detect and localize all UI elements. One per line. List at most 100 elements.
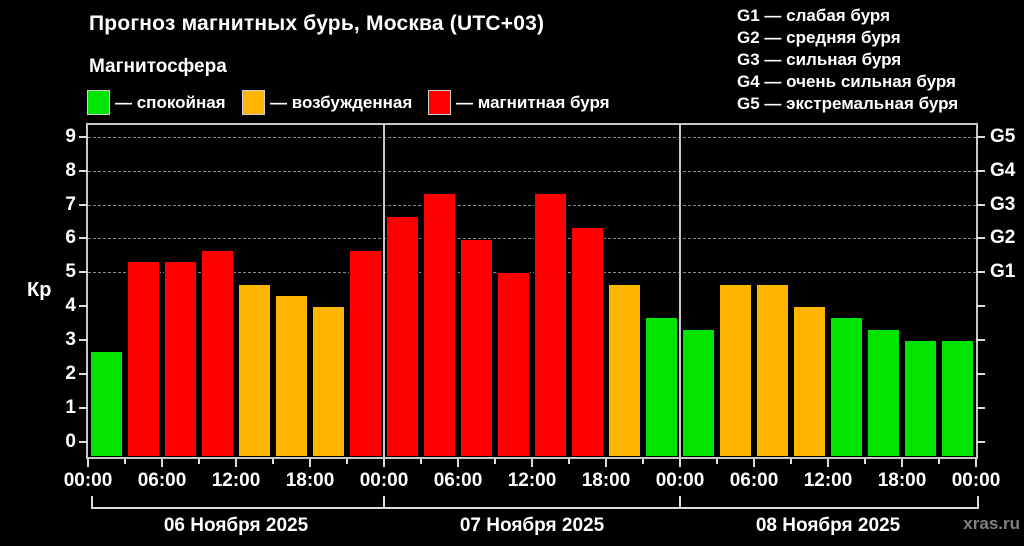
unsettled-color-swatch [242,90,265,115]
y-axis-tick-right [976,271,985,274]
kp-bar [238,283,271,457]
date-axis-tick [91,496,93,509]
x-tick-label: 00:00 [63,470,113,491]
y-axis-tick-right [976,237,985,240]
x-axis-tick [161,459,163,467]
y-tick-label: 3 [65,329,76,351]
y-axis-tick-right [976,135,985,138]
kp-bar [534,193,567,457]
kp-bar [423,193,456,457]
x-axis-tick [605,459,607,467]
x-axis-tick [124,459,126,464]
g-axis-label: G2 [990,227,1016,249]
x-tick-label: 12:00 [507,470,557,491]
gridline-kp-5 [88,272,976,274]
date-label: 06 Ноября 2025 [163,515,309,536]
kp-bar [867,328,900,457]
g2-legend-line: G2 — средняя буря [737,28,901,47]
storm-color-swatch [428,90,451,115]
y-axis-tick-right [976,373,985,375]
legend-item-unsettled: — возбужденная [242,90,412,115]
kp-bar [127,261,160,457]
x-axis-tick [679,459,681,467]
kp-bar [941,340,974,457]
kp-bar [312,306,345,457]
x-axis-tick [901,459,903,467]
x-tick-label: 00:00 [951,470,1001,491]
x-axis-tick [383,459,385,467]
g-axis-label: G1 [990,261,1016,283]
legend-item-storm: — магнитная буря [428,90,610,115]
y-axis-tick-right [976,406,985,409]
watermark: xras.ru [963,514,1020,533]
kp-bar [682,328,715,457]
y-tick-label: 1 [65,396,76,418]
x-axis-tick [494,459,496,464]
y-tick-label: 5 [65,261,76,283]
y-axis-tick-right [976,203,985,206]
g-axis-label: G4 [990,159,1016,181]
legend-label-unsettled: — возбужденная [270,92,413,112]
y-tick-label: 0 [65,430,76,452]
gridline-kp-8 [88,170,976,172]
date-axis-line [92,507,978,509]
x-axis-tick [753,459,755,467]
x-tick-label: 12:00 [211,470,261,491]
y-axis-tick [79,271,88,274]
x-tick-label: 18:00 [581,470,631,491]
x-axis-tick [235,459,237,467]
legend-label-quiet: — спокойная [115,92,226,112]
x-axis-tick [346,459,348,464]
quiet-color-swatch [87,90,110,115]
kp-bar [904,340,937,457]
y-tick-label: 7 [65,193,76,215]
gridline-kp-7 [88,204,976,206]
x-axis-tick [827,459,829,467]
y-axis-tick [79,406,88,409]
x-axis-tick [864,459,866,464]
g-scale-legend: G1 — слабая буря G2 — средняя буря G3 — … [737,5,958,115]
x-axis-tick [938,459,940,464]
y-axis-tick [79,373,88,375]
chart-title: Прогноз магнитных бурь, Москва (UTC+03) [89,12,545,35]
x-axis-tick [642,459,644,464]
x-axis-tick [457,459,459,467]
y-tick-label: 9 [65,125,76,147]
x-axis-tick [975,459,977,467]
x-axis-tick [87,459,89,467]
g1-legend-line: G1 — слабая буря [737,6,891,25]
date-axis-tick [679,496,681,509]
g4-legend-line: G4 — очень сильная буря [737,72,956,91]
y-axis-tick [79,237,88,240]
y-axis-tick [79,440,88,443]
y-axis-tick [79,135,88,138]
kp-bar [830,317,863,457]
date-axis-tick [383,496,385,509]
kp-bar [460,238,493,457]
x-axis-tick [198,459,200,464]
kp-bar [386,215,419,457]
x-tick-label: 18:00 [877,470,927,491]
x-axis-tick [716,459,718,464]
x-axis-tick [420,459,422,464]
legend-label-storm: — магнитная буря [456,92,610,112]
x-axis-tick [790,459,792,464]
legend-item-quiet: — спокойная [87,90,226,115]
y-tick-label: 4 [65,295,76,317]
kp-bar [645,317,678,457]
kp-bar [349,249,382,457]
date-axis-tick [977,496,979,509]
y-axis-tick-right [976,339,985,342]
x-tick-label: 00:00 [359,470,409,491]
y-axis-tick [79,305,88,308]
kp-bar [275,295,308,457]
x-axis-tick [309,459,311,467]
x-axis-tick [272,459,274,464]
kp-bar [201,249,234,457]
y-axis-tick-right [976,305,985,308]
chart-subtitle: Магнитосфера [89,56,227,77]
x-axis-tick [531,459,533,467]
gridline-kp-9 [88,136,976,138]
y-tick-label: 6 [65,227,76,249]
